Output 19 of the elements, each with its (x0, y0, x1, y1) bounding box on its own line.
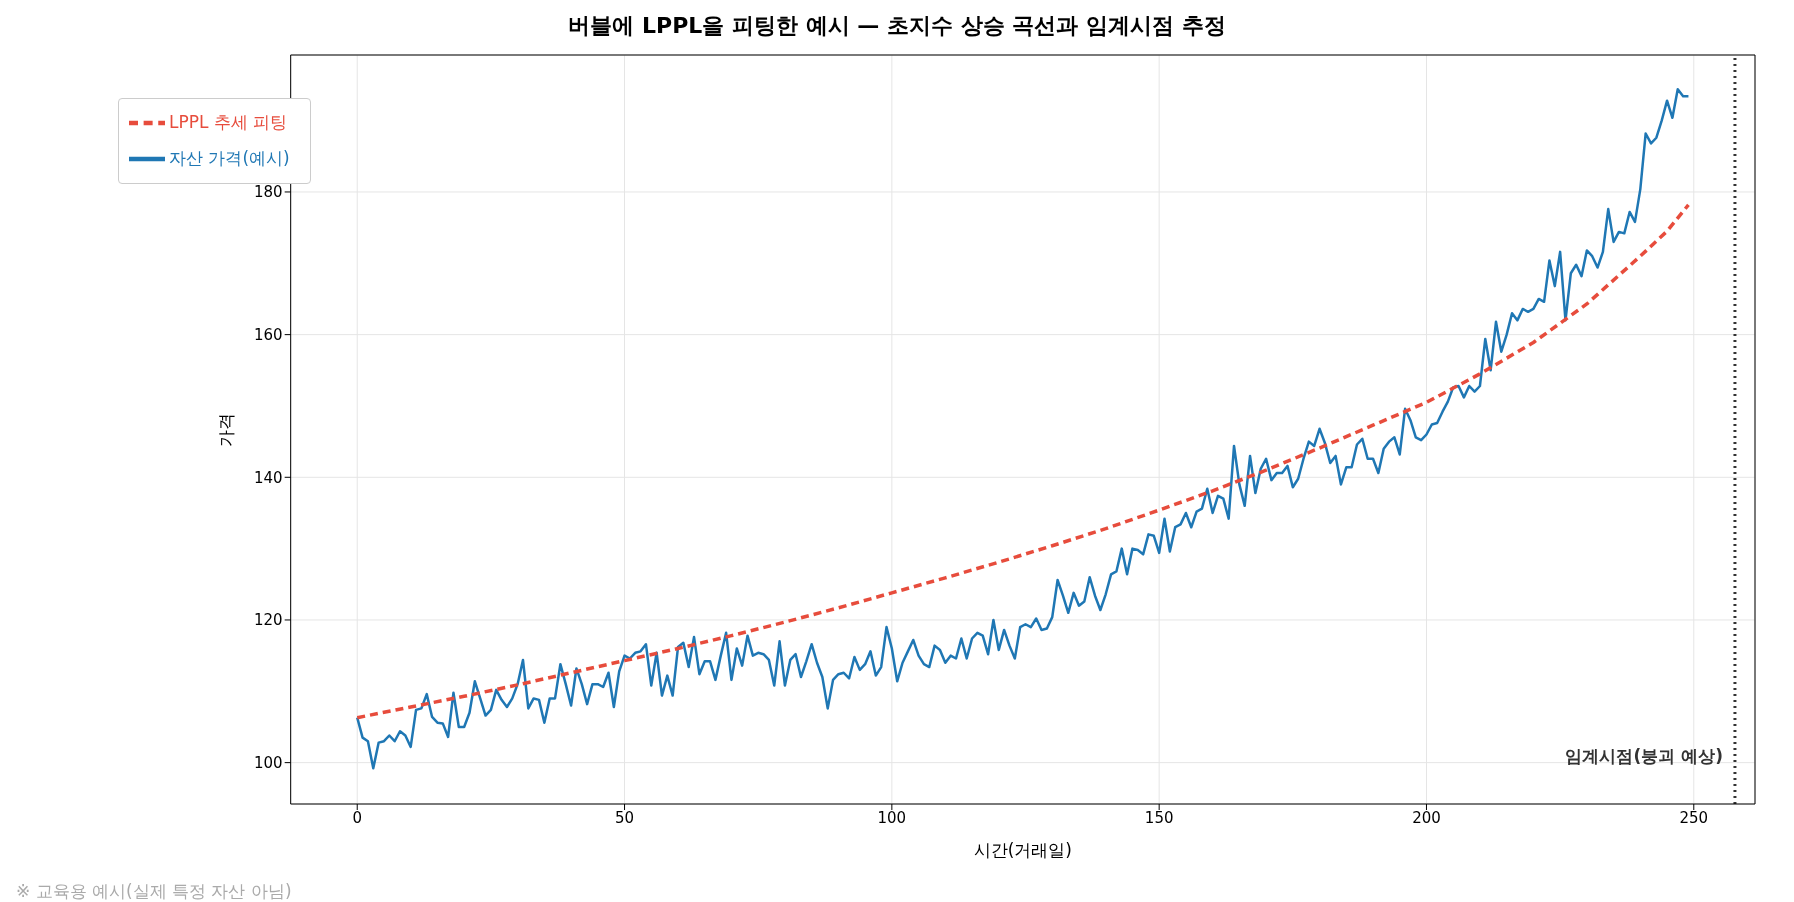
y-axis-title: 가격 (215, 412, 236, 447)
y-tick-label: 100 (254, 753, 283, 772)
y-tick-label: 160 (254, 325, 283, 344)
line-series (355, 203, 1691, 720)
x-tick-label: 250 (1679, 808, 1709, 827)
y-tick-label: 180 (254, 183, 283, 202)
y-tick-label: 120 (254, 611, 283, 630)
ref-line-label: 임계시점(붕괴 예상) (1565, 746, 1723, 766)
text: ※ 교육용 예시(실제 특정 자산 아님) (16, 880, 293, 902)
legend-label: LPPL 추세 피팅 (169, 112, 288, 132)
x-tick-label: 150 (1144, 808, 1174, 827)
legend-label: 자산 가격(예시) (169, 148, 290, 168)
y-tick-label: 140 (254, 468, 283, 487)
x-tick-label: 200 (1412, 808, 1441, 827)
x-tick-label: 0 (352, 808, 363, 827)
x-tick-label: 50 (615, 808, 635, 827)
chart-title: 버블에 LPPL을 피팅한 예시 — 초지수 상승 곡선과 임계시점 추정 (567, 12, 1227, 40)
x-tick-label: 100 (877, 808, 907, 827)
x-axis-title: 시간(거래일) (973, 840, 1072, 860)
